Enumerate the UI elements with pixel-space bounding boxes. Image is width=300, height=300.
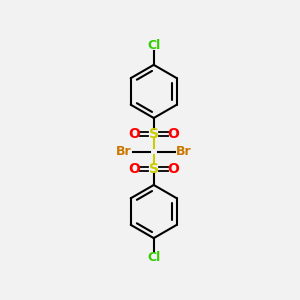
Text: Br: Br (176, 145, 191, 158)
Text: O: O (128, 127, 140, 141)
Text: S: S (149, 162, 159, 176)
Text: Cl: Cl (147, 251, 160, 264)
Text: O: O (167, 127, 179, 141)
Text: S: S (149, 127, 159, 141)
Text: O: O (128, 162, 140, 176)
Text: O: O (167, 162, 179, 176)
Text: Cl: Cl (147, 39, 160, 52)
Text: Br: Br (116, 145, 132, 158)
